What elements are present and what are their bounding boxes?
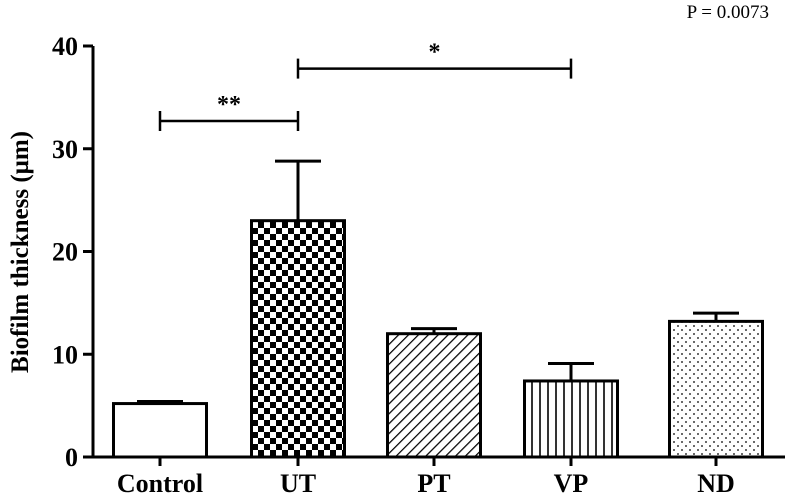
error-bars [137,159,739,404]
x-tick-label-ut: UT [280,469,316,497]
x-tick-labels: Control UT PT VP ND [117,469,735,497]
y-tick-label: 0 [65,443,78,472]
y-tick-label: 40 [52,32,78,61]
x-tick-label-pt: PT [417,469,450,497]
bar-pt [386,332,482,459]
x-tick-label-vp: VP [554,469,589,497]
y-tick-label: 30 [52,135,78,164]
bar-nd [668,319,764,459]
y-tick-label: 10 [52,340,78,369]
y-axis-label: Biofilm thickness (μm) [7,131,34,373]
x-tick-label-control: Control [117,469,203,497]
significance-brackets: *** [158,40,573,132]
bar-ut [250,219,346,459]
y-tick-label: 20 [52,238,78,267]
x-tick-label-nd: ND [697,469,735,497]
significance-label: * [429,40,441,66]
bars [112,219,764,459]
significance-label: ** [217,92,241,118]
p-value-annotation: P = 0.0073 [687,2,769,23]
bar-control [112,402,208,459]
bar-vp [523,379,619,459]
